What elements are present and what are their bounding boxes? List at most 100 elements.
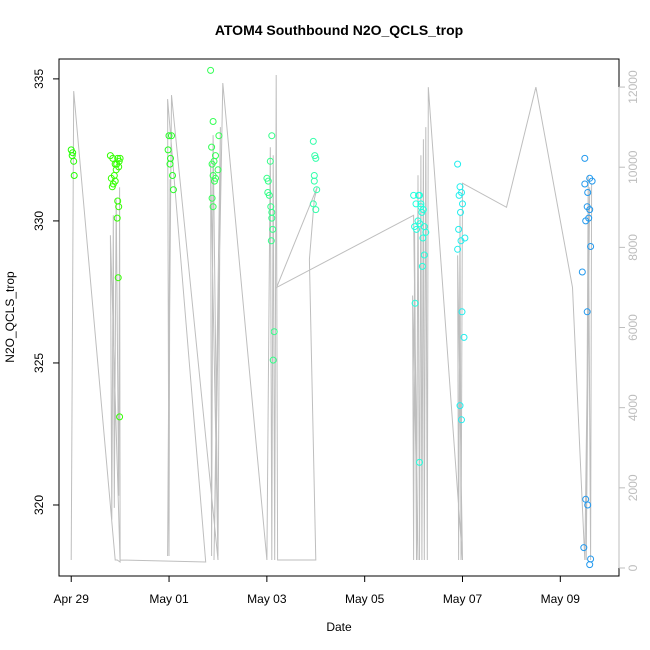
- data-point: [583, 203, 591, 211]
- data-point: [416, 458, 423, 466]
- data-point: [207, 66, 215, 74]
- data-point: [582, 217, 590, 225]
- data-point: [581, 180, 589, 188]
- data-point: [266, 157, 274, 165]
- data-point: [588, 177, 596, 185]
- data-point: [454, 160, 462, 168]
- data-point: [457, 208, 464, 216]
- data-point: [165, 132, 173, 140]
- data-point: [422, 228, 430, 236]
- altitude-series: [70, 74, 593, 563]
- data-point: [267, 237, 275, 245]
- x-axis: Apr 29 May 01 May 03 May 05 May 07 May 09: [54, 575, 581, 606]
- data-point: [265, 191, 273, 199]
- y2-tick-label: 4000: [626, 394, 640, 421]
- data-point: [113, 214, 121, 222]
- data-point: [212, 174, 219, 182]
- chart-title: ATOM4 Southbound N2O_QCLS_trop: [215, 22, 463, 38]
- data-point: [461, 234, 469, 242]
- y2-tick-label: 0: [626, 564, 640, 571]
- data-point: [455, 225, 463, 233]
- data-point: [70, 172, 78, 179]
- data-point: [458, 308, 466, 316]
- data-point: [69, 149, 77, 157]
- y-tick-label: 320: [32, 495, 46, 515]
- data-point: [583, 308, 591, 316]
- data-point: [420, 251, 428, 259]
- data-point: [580, 544, 588, 552]
- data-point: [313, 186, 321, 194]
- data-point: [416, 191, 423, 199]
- x-tick-label: May 07: [443, 592, 483, 606]
- data-point: [111, 177, 119, 185]
- data-point: [581, 154, 589, 162]
- data-point: [209, 118, 217, 125]
- data-point: [312, 206, 320, 214]
- data-point: [109, 154, 117, 162]
- y-axis: 320 325 330 335: [32, 69, 60, 515]
- data-point: [419, 234, 427, 242]
- data-point: [456, 402, 464, 410]
- data-point: [309, 200, 317, 208]
- data-point: [584, 501, 592, 509]
- y-tick-label: 335: [32, 69, 46, 89]
- data-point: [168, 132, 175, 140]
- x-axis-label: Date: [326, 620, 352, 634]
- data-point: [208, 194, 216, 202]
- x-tick-label: Apr 29: [54, 592, 90, 606]
- data-point: [115, 203, 123, 211]
- data-point: [268, 132, 276, 140]
- y2-tick-label: 2000: [626, 474, 640, 501]
- data-point: [578, 268, 586, 276]
- data-point: [209, 203, 217, 211]
- data-point: [459, 200, 466, 208]
- data-point: [268, 208, 276, 216]
- data-point: [411, 299, 419, 307]
- x-tick-label: May 03: [247, 592, 287, 606]
- data-point: [115, 157, 123, 165]
- x-tick-label: May 09: [541, 592, 581, 606]
- data-point: [418, 262, 426, 270]
- data-point: [455, 191, 463, 199]
- y2-tick-label: 10000: [626, 150, 640, 184]
- data-point: [417, 200, 425, 208]
- data-point: [169, 186, 177, 194]
- data-point: [164, 146, 172, 154]
- x-tick-label: May 01: [149, 592, 189, 606]
- data-point: [214, 166, 222, 174]
- data-point: [587, 555, 595, 563]
- data-point: [460, 333, 468, 341]
- data-point: [269, 356, 277, 364]
- data-point: [215, 132, 223, 140]
- data-point: [584, 189, 592, 196]
- data-point: [587, 243, 595, 250]
- data-point: [269, 225, 277, 233]
- data-point: [116, 413, 124, 421]
- y2-tick-label: 6000: [626, 314, 640, 341]
- data-point: [417, 203, 425, 211]
- data-point: [166, 160, 174, 168]
- data-point: [413, 225, 420, 233]
- data-point: [208, 160, 216, 168]
- altitude-line: [70, 74, 593, 563]
- data-point: [264, 177, 272, 185]
- data-point: [458, 416, 465, 424]
- data-point: [312, 154, 320, 162]
- data-point: [114, 274, 122, 282]
- data-point: [169, 172, 176, 179]
- n2o-series: [67, 66, 596, 569]
- data-point: [116, 154, 124, 162]
- y-tick-label: 325: [32, 353, 46, 373]
- data-point: [310, 177, 318, 185]
- y2-tick-label: 8000: [626, 234, 640, 261]
- y-tick-label: 330: [32, 211, 46, 231]
- x-tick-label: May 05: [345, 592, 385, 606]
- data-point: [454, 245, 462, 253]
- data-point: [208, 143, 216, 151]
- data-point: [309, 137, 317, 145]
- y2-axis: 0 2000 4000 6000 8000 10000 12000: [618, 70, 640, 571]
- y2-tick-label: 12000: [626, 70, 640, 104]
- data-point: [270, 328, 278, 336]
